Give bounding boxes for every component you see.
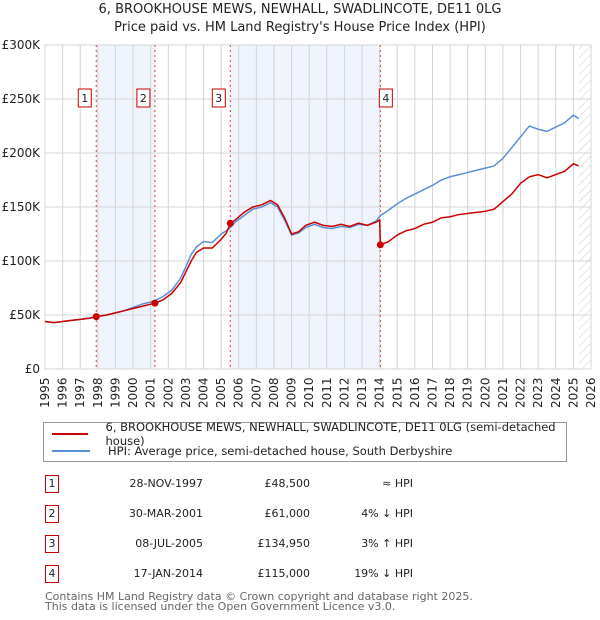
x-tick-label: 2011 — [320, 377, 334, 408]
y-tick-label: £200K — [2, 146, 42, 160]
x-tick-label: 2016 — [408, 377, 422, 408]
sale-row: 2 30-MAR-2001 £61,000 4% ↓ HPI — [45, 505, 425, 523]
x-tick-label: 2007 — [249, 377, 263, 408]
sale-point — [376, 241, 384, 249]
sale-label-number: 2 — [140, 92, 147, 105]
x-tick-label: 2001 — [144, 377, 158, 408]
chart-title: 6, BROOKHOUSE MEWS, NEWHALL, SWADLINCOTE… — [98, 2, 502, 17]
hpi-series-line — [44, 114, 580, 324]
sale-hpi-comparison: 3% ↑ HPI — [361, 537, 413, 550]
sale-number-badge: 2 — [45, 505, 59, 523]
sale-point — [151, 299, 159, 307]
footer-copyright: Contains HM Land Registry data © Crown c… — [45, 590, 473, 603]
x-tick-label: 2018 — [443, 377, 457, 408]
sale-date: 28-NOV-1997 — [129, 477, 203, 490]
x-tick-label: 2014 — [373, 377, 387, 408]
price-chart: 1995 1996 1997 1998 1999 2000 2001 2002 2003 2004… — [2, 38, 598, 408]
sale-price: £115,000 — [257, 567, 311, 580]
chart-subtitle: Price paid vs. HM Land Registry's House … — [114, 20, 486, 35]
sale-row: 3 08-JUL-2005 £134,950 3% ↑ HPI — [45, 535, 425, 553]
x-tick-label: 2002 — [161, 377, 175, 408]
sale-hpi-comparison: 19% ↓ HPI — [354, 567, 413, 580]
x-tick-label: 1999 — [108, 377, 122, 408]
x-tick-label: 1996 — [56, 377, 70, 408]
x-tick-label: 2026 — [584, 377, 598, 408]
sale-label-number: 3 — [215, 92, 222, 105]
legend: 6, BROOKHOUSE MEWS, NEWHALL, SWADLINCOTE… — [43, 420, 567, 462]
x-tick-label: 2017 — [425, 377, 439, 408]
x-tick-label: 2023 — [531, 377, 545, 408]
y-tick-label: £100K — [2, 254, 42, 268]
sale-price: £61,000 — [264, 507, 311, 520]
legend-swatch-blue — [52, 450, 90, 452]
x-tick-label: 1997 — [73, 377, 87, 408]
y-tick-label: £50K — [9, 308, 41, 322]
sale-date: 30-MAR-2001 — [128, 507, 203, 520]
x-tick-label: 2022 — [514, 377, 528, 408]
sale-label-box — [378, 88, 393, 108]
x-tick-label: 2013 — [355, 377, 369, 408]
sale-label-box — [77, 88, 92, 108]
x-tick-label: 2012 — [337, 377, 351, 408]
sale-date: 17-JAN-2014 — [133, 567, 203, 580]
legend-label-hpi: HPI: Average price, semi-detached house,… — [108, 444, 453, 458]
sale-label-number: 1 — [81, 92, 88, 105]
y-tick-label: £250K — [2, 92, 42, 106]
sale-label-box — [136, 88, 151, 108]
x-tick-label: 2015 — [390, 377, 404, 408]
sale-label-box — [211, 88, 226, 108]
x-tick-label: 2005 — [214, 377, 228, 408]
x-tick-label: 2019 — [461, 377, 475, 408]
x-tick-label: 2020 — [478, 377, 492, 408]
x-tick-label: 2008 — [267, 377, 281, 408]
sale-number-badge: 1 — [45, 475, 59, 493]
legend-label-property: 6, BROOKHOUSE MEWS, NEWHALL, SWADLINCOTE… — [105, 420, 556, 448]
plot-frame — [44, 44, 592, 370]
sale-row: 1 28-NOV-1997 £48,500 ≈ HPI — [45, 475, 425, 493]
sale-hpi-comparison: ≈ HPI — [382, 477, 413, 490]
sale-row: 4 17-JAN-2014 £115,000 19% ↓ HPI — [45, 565, 425, 583]
property-series-line — [44, 162, 579, 324]
x-tick-label: 2009 — [285, 377, 299, 408]
x-tick-label: 1995 — [38, 377, 52, 408]
sale-hpi-comparison: 4% ↓ HPI — [361, 507, 413, 520]
x-tick-label: 2004 — [197, 377, 211, 408]
y-tick-label: £300K — [2, 38, 42, 52]
x-tick-label: 2025 — [566, 377, 580, 408]
sale-label-number: 4 — [382, 92, 389, 105]
y-tick-label: £150K — [2, 200, 42, 214]
sale-point — [226, 219, 234, 227]
x-tick-label: 2024 — [549, 377, 563, 408]
x-tick-label: 2021 — [496, 377, 510, 408]
sale-number-badge: 4 — [45, 565, 59, 583]
sale-price: £134,950 — [257, 537, 311, 550]
sale-date: 08-JUL-2005 — [135, 537, 203, 550]
x-tick-label: 2006 — [232, 377, 246, 408]
footer-licence: This data is licensed under the Open Gov… — [45, 600, 396, 613]
sale-point — [92, 313, 100, 321]
sale-price: £48,500 — [264, 477, 311, 490]
y-tick-label: £0 — [25, 362, 40, 376]
x-tick-label: 1998 — [91, 377, 105, 408]
legend-swatch-red — [52, 433, 88, 435]
x-tick-label: 2003 — [179, 377, 193, 408]
sale-number-badge: 3 — [45, 535, 59, 553]
x-tick-label: 2010 — [302, 377, 316, 408]
x-tick-label: 2000 — [126, 377, 140, 408]
